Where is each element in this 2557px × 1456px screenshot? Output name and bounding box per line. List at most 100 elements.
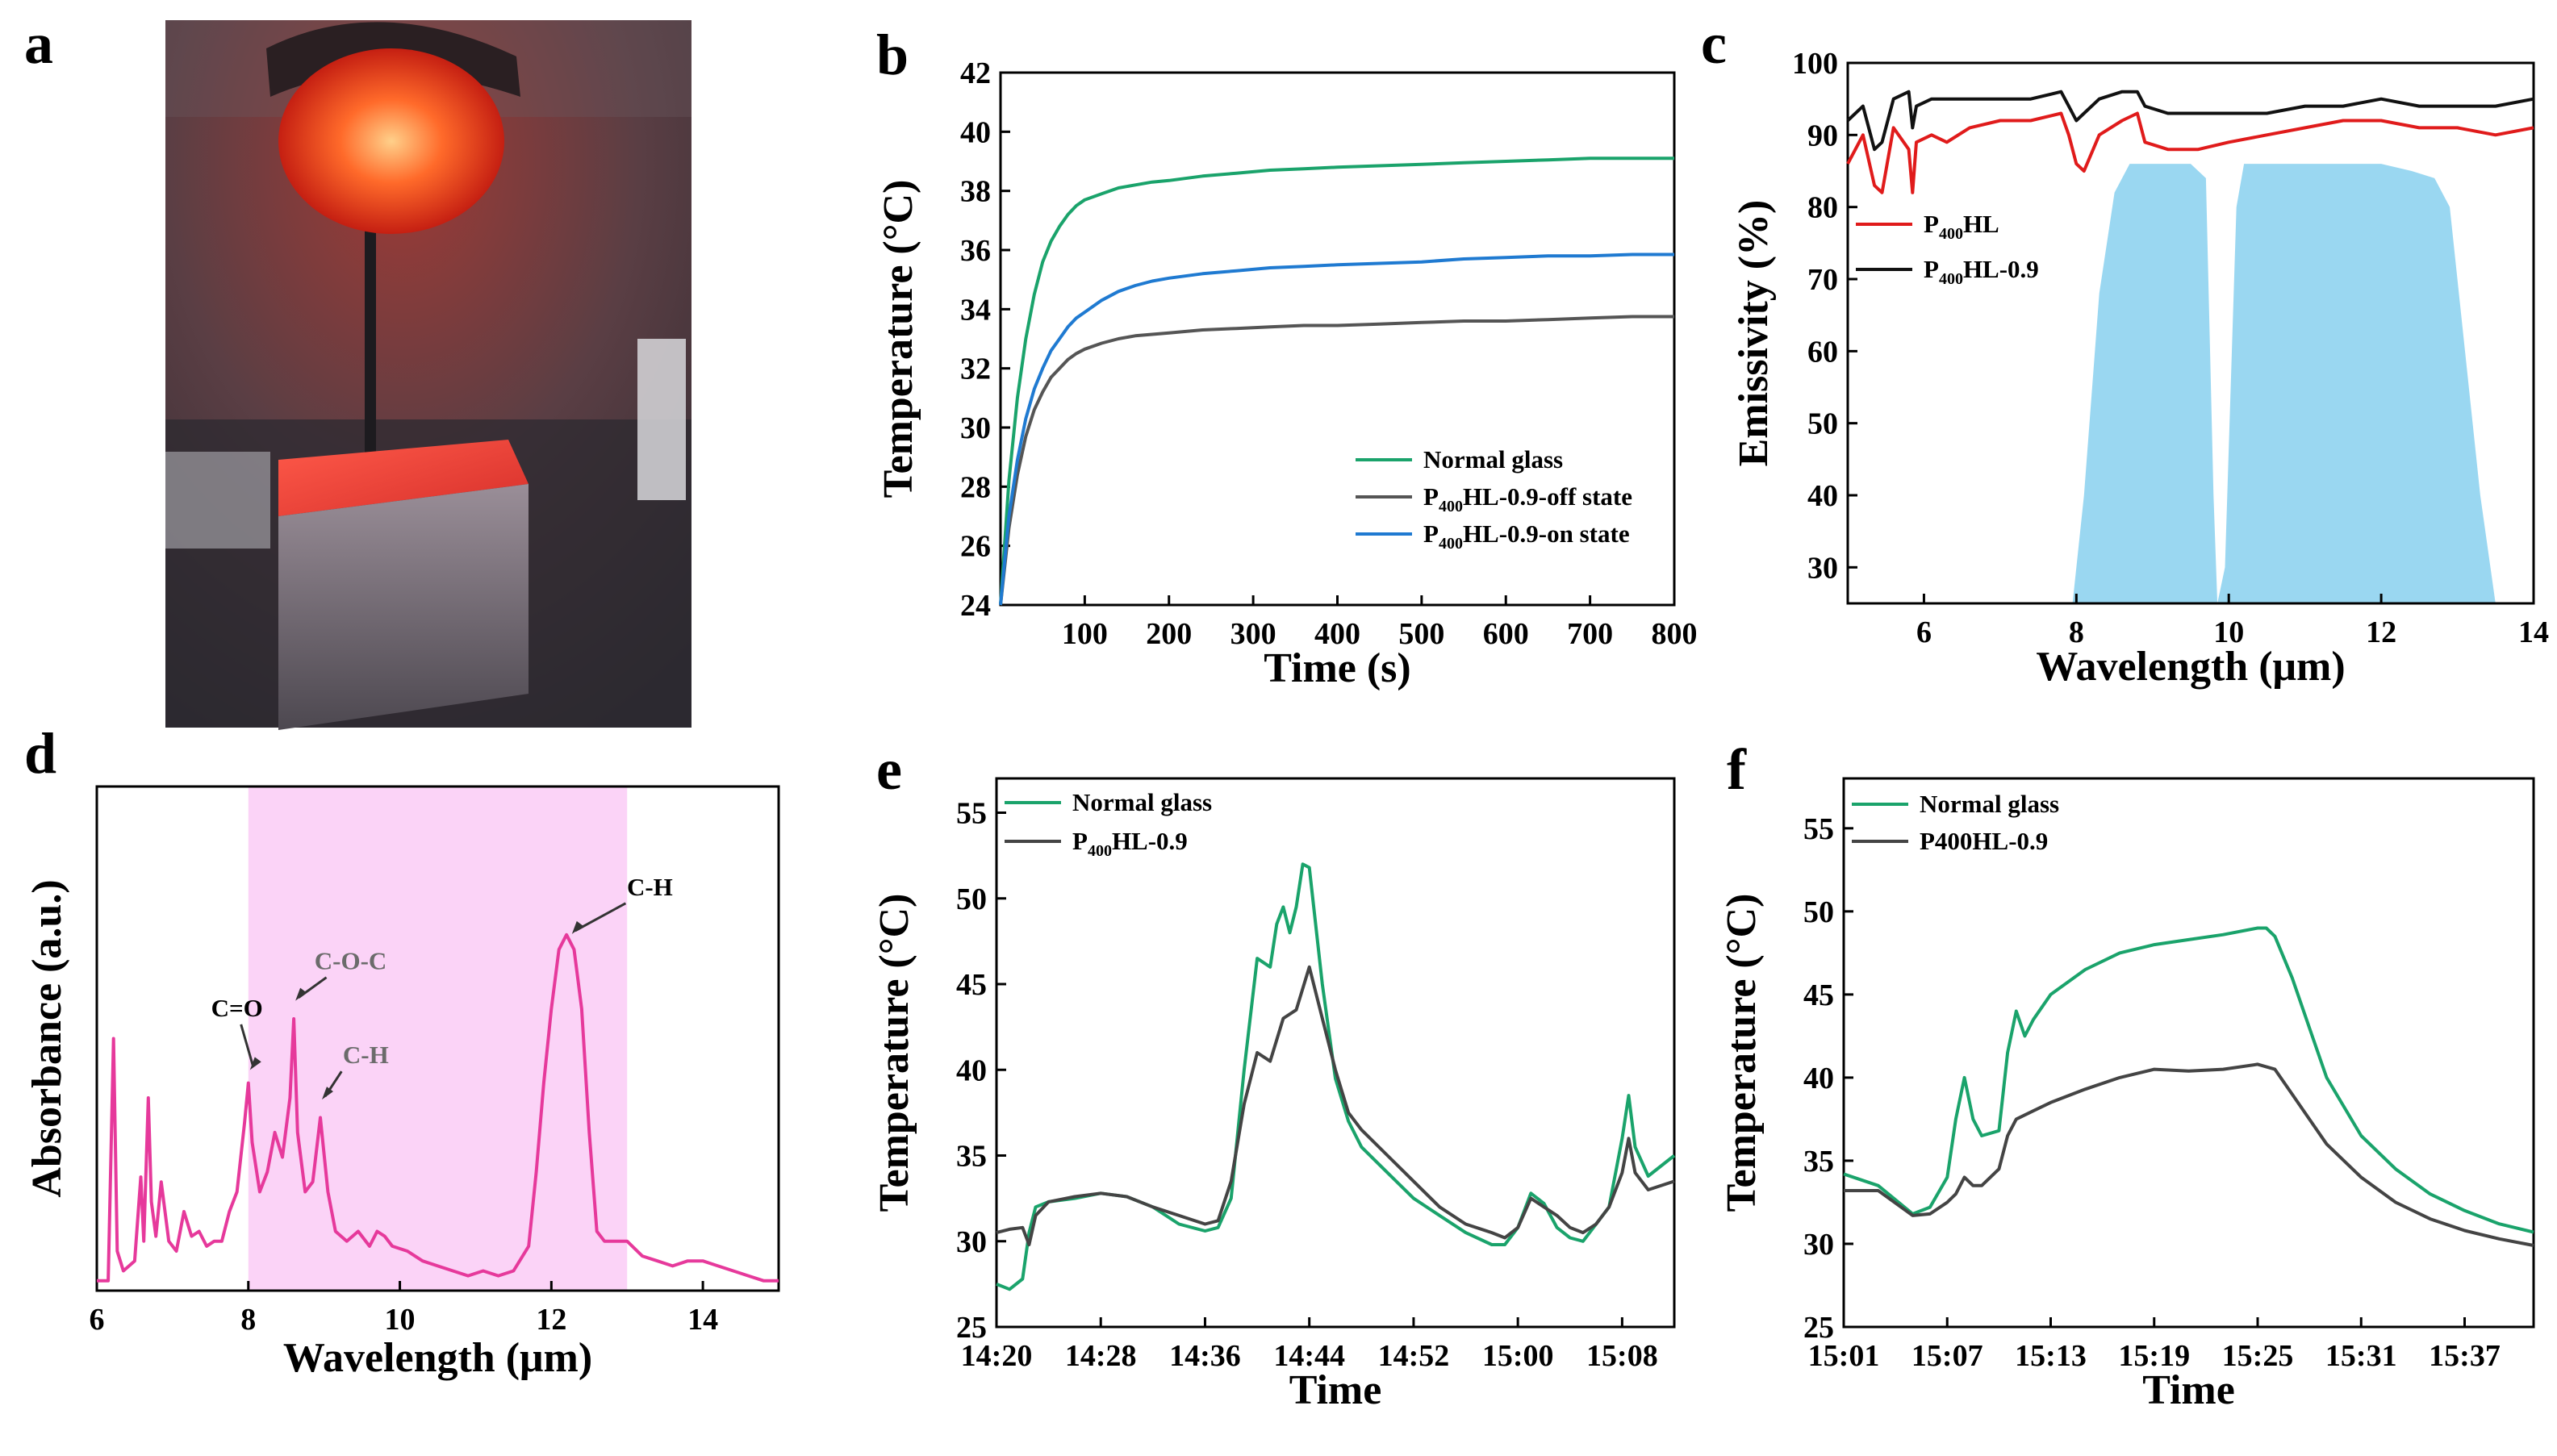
c-legend-suffix-0: HL xyxy=(1963,210,1999,238)
d-y-axis-title: Absorbance (a.u.) xyxy=(24,879,70,1197)
c-plot-frame xyxy=(1846,61,2535,605)
e-y-tick-label: 50 xyxy=(956,882,987,916)
b-x-tick-label: 300 xyxy=(1230,617,1276,651)
f-y-axis-title: Temperature (°C) xyxy=(1719,894,1765,1212)
e-y-axis-title: Temperature (°C) xyxy=(871,894,917,1212)
f-x-tick-label: 15:13 xyxy=(2015,1339,2087,1373)
d-x-tick-label: 14 xyxy=(687,1303,718,1337)
b-y-tick-label: 26 xyxy=(960,530,991,564)
b-x-tick-label: 400 xyxy=(1314,617,1360,651)
b-y-tick-label: 36 xyxy=(960,234,991,268)
b-x-tick-label: 600 xyxy=(1483,617,1529,651)
f-y-tick-label: 50 xyxy=(1803,895,1834,929)
photo-box-top xyxy=(278,440,529,516)
c-x-axis-title: Wavelength (μm) xyxy=(2036,644,2345,690)
chart-c-emissivity: 6 8 10 12 14 30 40 50 60 70 80 90 100 Wavelength (μm)… xyxy=(1731,47,2549,690)
c-x-tick-label: 12 xyxy=(2366,615,2396,649)
b-series-line-0 xyxy=(999,156,1674,606)
photo-lamp-bulb xyxy=(278,48,504,234)
photo-experimental-setup xyxy=(165,20,691,730)
e-y-tick-label: 25 xyxy=(956,1311,987,1345)
d-x-tick-label: 10 xyxy=(385,1303,416,1337)
e-legend-subscript-1: 400 xyxy=(1088,842,1112,860)
photo-lamp-stand xyxy=(365,202,376,468)
b-y-tick-label: 34 xyxy=(960,293,991,327)
d-x-tick-label: 8 xyxy=(240,1303,256,1337)
e-y-tick-label: 45 xyxy=(956,968,987,1002)
d-x-tick-label: 6 xyxy=(90,1303,105,1337)
c-legend-prefix-1: P xyxy=(1924,255,1939,283)
d-annotation-arrowhead-1 xyxy=(295,987,307,1001)
c-y-tick-label: 30 xyxy=(1807,551,1838,585)
c-x-tick-label: 6 xyxy=(1916,615,1932,649)
chart-e-outdoor-temperature: 14:20 14:28 14:36 14:44 14:52 15:00 15:08 25 30 3… xyxy=(871,777,1676,1413)
c-y-axis-title: Emissivity (%) xyxy=(1731,200,1777,467)
photo-bag xyxy=(165,452,270,549)
d-infrared-window-band xyxy=(248,786,628,1291)
f-y-tick-label: 30 xyxy=(1803,1228,1834,1262)
d-annotation-label-2: C-H xyxy=(343,1041,389,1069)
e-x-tick-label: 14:28 xyxy=(1065,1339,1137,1373)
b-y-tick-label: 40 xyxy=(960,115,991,149)
b-y-tick-label: 32 xyxy=(960,353,991,386)
b-legend-label-1: P400HL-0.9-off state xyxy=(1423,482,1632,515)
b-legend-prefix-0: Normal glass xyxy=(1423,445,1563,474)
f-legend-label-0: Normal glass xyxy=(1920,790,2059,818)
c-legend-subscript-0: 400 xyxy=(1939,225,1963,243)
d-annotation-arrow-0 xyxy=(240,1024,255,1067)
panel-letter-e: e xyxy=(876,737,902,802)
b-legend-subscript-1: 400 xyxy=(1439,498,1463,515)
chart-f-outdoor-temperature: 15:01 15:07 15:13 15:19 15:25 15:31 15:37 25 30 3… xyxy=(1719,777,2535,1413)
b-y-tick-label: 30 xyxy=(960,411,991,445)
e-legend-suffix-1: HL-0.9 xyxy=(1112,827,1188,855)
d-annotation-arrowhead-0 xyxy=(249,1057,261,1070)
c-atmospheric-window-fill xyxy=(2072,164,2496,604)
b-y-tick-label: 24 xyxy=(960,589,991,623)
b-x-axis-title: Time (s) xyxy=(1264,645,1410,691)
panel-letter-d: d xyxy=(24,721,56,786)
e-x-tick-label: 14:44 xyxy=(1273,1339,1345,1373)
f-y-tick-label: 45 xyxy=(1803,978,1834,1012)
f-x-tick-label: 15:19 xyxy=(2118,1339,2190,1373)
panel-letter-c: c xyxy=(1701,11,1727,76)
b-legend-prefix-1: P xyxy=(1423,482,1439,511)
chart-b-temperature-vs-time: 100 200 300 400 500 600 700 800 24 26 28 30 32 34 36 38… xyxy=(875,56,1698,691)
e-legend-prefix-1: P xyxy=(1072,827,1088,855)
e-y-tick-label: 30 xyxy=(956,1225,987,1259)
d-annotation-label-0: C=O xyxy=(211,994,263,1022)
c-y-tick-label: 90 xyxy=(1807,119,1838,152)
d-annotation-arrow-3 xyxy=(574,902,627,932)
b-legend-subscript-2: 400 xyxy=(1439,535,1463,553)
e-x-tick-label: 14:20 xyxy=(961,1339,1033,1373)
f-y-tick-label: 40 xyxy=(1803,1062,1834,1095)
c-y-tick-label: 70 xyxy=(1807,263,1838,297)
b-y-axis-title: Temperature (°C) xyxy=(875,180,921,499)
b-series-line-2 xyxy=(999,252,1674,606)
panel-letter-b: b xyxy=(876,23,909,87)
e-y-tick-label: 40 xyxy=(956,1053,987,1087)
d-x-tick-label: 12 xyxy=(536,1303,566,1337)
e-legend-label-1: P400HL-0.9 xyxy=(1072,827,1188,860)
f-plot-frame xyxy=(1842,777,2535,1329)
e-y-tick-label: 35 xyxy=(956,1140,987,1174)
f-x-tick-label: 15:01 xyxy=(1808,1339,1880,1373)
e-series-line-0 xyxy=(996,862,1676,1291)
e-x-tick-label: 15:00 xyxy=(1482,1339,1554,1373)
e-legend-label-0: Normal glass xyxy=(1072,788,1212,816)
e-series-line-1 xyxy=(996,965,1675,1246)
d-plot-frame xyxy=(95,785,780,1292)
c-y-tick-label: 80 xyxy=(1807,191,1838,225)
f-y-tick-label: 25 xyxy=(1803,1311,1834,1345)
e-legend-prefix-0: Normal glass xyxy=(1072,788,1212,816)
b-y-tick-label: 42 xyxy=(960,56,991,90)
f-y-tick-label: 55 xyxy=(1803,812,1834,846)
d-annotation-arrowhead-2 xyxy=(321,1087,333,1100)
b-x-tick-label: 100 xyxy=(1062,617,1108,651)
b-legend-prefix-2: P xyxy=(1423,519,1439,548)
e-plot-frame xyxy=(995,777,1676,1329)
c-x-tick-label: 10 xyxy=(2213,615,2244,649)
e-x-tick-label: 15:08 xyxy=(1586,1339,1658,1373)
f-x-tick-label: 15:37 xyxy=(2429,1339,2501,1373)
b-series-line-1 xyxy=(999,315,1674,606)
e-x-axis-title: Time xyxy=(1289,1367,1382,1413)
